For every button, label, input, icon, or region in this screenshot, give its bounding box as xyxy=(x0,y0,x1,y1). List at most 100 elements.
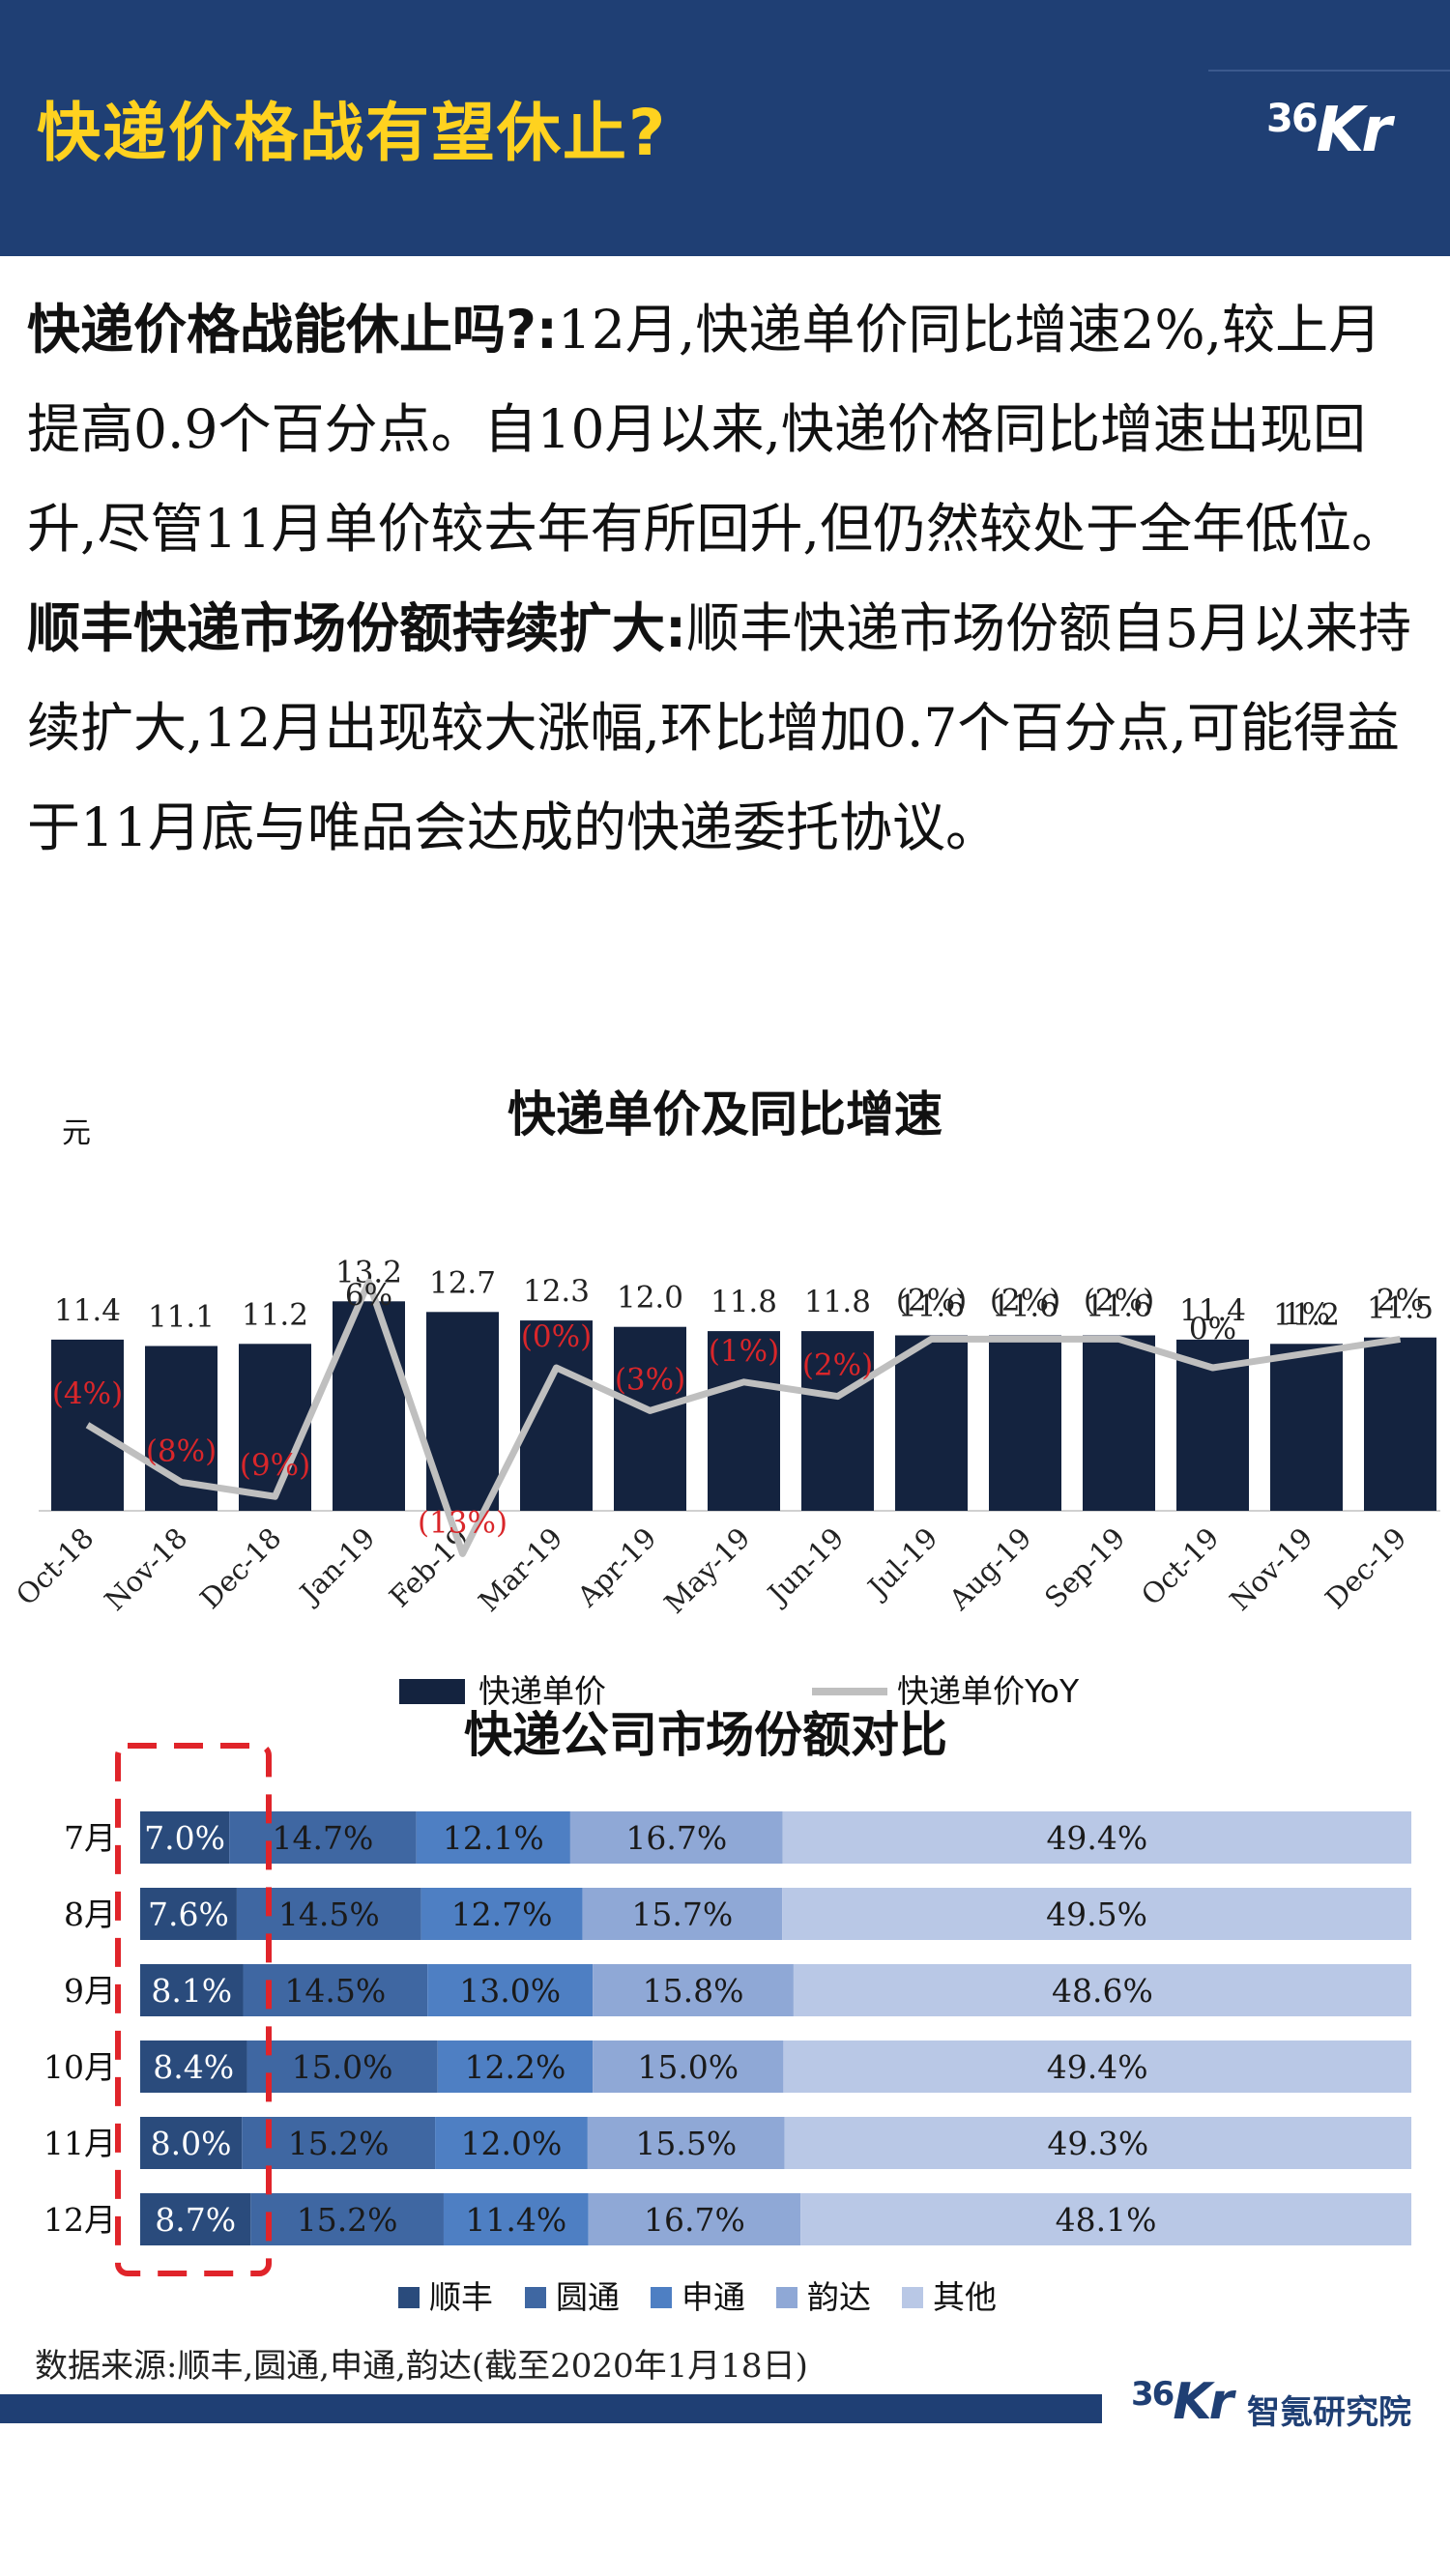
price-value-label: 11.6 xyxy=(898,1289,965,1324)
x-tick-label: Dec-18 xyxy=(193,1521,287,1615)
share-segment xyxy=(783,2041,1411,2093)
analysis-text: 快递价格战能休止吗?:12月,快递单价同比增速2%,较上月提高0.9个百分点。自… xyxy=(27,280,1429,878)
paragraph-lead: 快递价格战能休止吗?: xyxy=(27,299,558,361)
price-bar xyxy=(239,1344,311,1511)
x-tick-label: May-19 xyxy=(658,1521,757,1620)
share-segment xyxy=(782,1888,1411,1940)
share-segment xyxy=(443,2193,589,2245)
chart-title: 快递公司市场份额对比 xyxy=(464,1707,947,1763)
share-segment xyxy=(437,2041,594,2093)
paragraph-body: 12月,快递单价同比增速2%,较上月提高0.9个百分点。自10月以来,快递价格同… xyxy=(27,299,1405,560)
price-value-label: 11.6 xyxy=(1086,1289,1152,1324)
share-segment xyxy=(416,1811,570,1864)
chart-title: 快递单价及同比增速 xyxy=(508,1086,942,1143)
x-tick-label: Aug-19 xyxy=(942,1521,1038,1617)
yoy-label: (0%) xyxy=(521,1319,592,1354)
legend-swatch xyxy=(776,2287,798,2308)
row-label: 10月 xyxy=(44,2048,116,2086)
share-value-label: 14.7% xyxy=(272,1819,373,1857)
brand-logo-number: 36 xyxy=(1266,97,1319,141)
share-value-label: 49.3% xyxy=(1047,2125,1148,2162)
share-value-label: 15.2% xyxy=(288,2125,390,2162)
share-segment xyxy=(582,1888,783,1940)
price-value-label: 11.4 xyxy=(1179,1293,1246,1328)
share-segment xyxy=(246,2041,438,2093)
paragraph-lead: 顺丰快递市场份额持续扩大: xyxy=(27,597,686,659)
share-value-label: 7.0% xyxy=(144,1819,225,1857)
footer-logo-letters: Kr xyxy=(1173,2373,1233,2431)
share-value-label: 7.6% xyxy=(148,1896,229,1933)
legend-label: 圆通 xyxy=(556,2278,620,2316)
yoy-label: (2%) xyxy=(802,1348,873,1383)
x-tick-label: Apr-19 xyxy=(570,1521,663,1614)
share-value-label: 14.5% xyxy=(278,1896,380,1933)
x-tick-label: Jan-19 xyxy=(292,1521,382,1611)
yoy-label: (2%) xyxy=(896,1283,967,1317)
row-label: 9月 xyxy=(64,1972,116,2010)
share-value-label: 12.0% xyxy=(461,2125,563,2162)
share-value-label: 48.1% xyxy=(1056,2201,1157,2239)
highlight-box-sf xyxy=(115,1743,272,2276)
yoy-label: 1% xyxy=(1283,1297,1330,1332)
share-value-label: 16.7% xyxy=(644,2201,745,2239)
share-segment xyxy=(140,2041,247,2093)
share-segment xyxy=(793,1964,1411,2016)
share-value-label: 8.7% xyxy=(155,2201,236,2239)
share-segment xyxy=(427,1964,594,2016)
x-tick-label: Jul-19 xyxy=(859,1521,943,1606)
yoy-label: 0% xyxy=(1189,1312,1236,1346)
page-title: 快递价格战有望休止? xyxy=(37,96,668,170)
share-segment xyxy=(242,2117,436,2169)
share-value-label: 49.4% xyxy=(1046,1819,1147,1857)
share-value-label: 14.5% xyxy=(284,1972,386,2010)
share-segment xyxy=(140,2117,243,2169)
x-tick-label: Nov-18 xyxy=(99,1521,194,1617)
legend-swatch xyxy=(902,2287,923,2308)
x-tick-label: Oct-18 xyxy=(10,1521,101,1612)
share-value-label: 16.7% xyxy=(625,1819,727,1857)
price-value-label: 11.6 xyxy=(992,1289,1058,1324)
x-tick-label: Jun-19 xyxy=(760,1521,851,1612)
price-value-label: 11.5 xyxy=(1367,1291,1434,1326)
yoy-label: 6% xyxy=(345,1278,392,1313)
share-segment xyxy=(243,1964,428,2016)
price-bar xyxy=(1270,1344,1343,1511)
x-tick-label: Dec-19 xyxy=(1319,1521,1412,1615)
x-tick-label: Sep-19 xyxy=(1038,1521,1131,1614)
price-value-label: 12.3 xyxy=(523,1274,590,1309)
share-value-label: 15.5% xyxy=(635,2125,737,2162)
price-value-label: 11.2 xyxy=(242,1297,308,1332)
price-value-label: 11.8 xyxy=(710,1285,777,1319)
yoy-label: (9%) xyxy=(240,1448,310,1483)
paragraph-sf-share: 顺丰快递市场份额持续扩大:顺丰快递市场份额自5月以来持续扩大,12月出现较大涨幅… xyxy=(27,579,1429,878)
price-bar xyxy=(708,1331,780,1511)
price-value-label: 12.0 xyxy=(617,1281,683,1316)
paragraph-price-war: 快递价格战能休止吗?:12月,快递单价同比增速2%,较上月提高0.9个百分点。自… xyxy=(27,280,1429,579)
legend-label-price: 快递单价 xyxy=(478,1672,606,1710)
share-segment xyxy=(593,1964,794,2016)
share-value-label: 11.4% xyxy=(465,2201,566,2239)
share-value-label: 15.7% xyxy=(631,1896,733,1933)
share-value-label: 13.0% xyxy=(459,1972,561,2010)
share-value-label: 12.7% xyxy=(451,1896,553,1933)
share-segment xyxy=(229,1811,417,1864)
legend-label: 其他 xyxy=(933,2278,997,2316)
legend-label: 申通 xyxy=(682,2278,745,2316)
brand-logo: 36Kr xyxy=(1266,95,1392,166)
share-segment xyxy=(140,1964,244,2016)
share-segment xyxy=(250,2193,444,2245)
share-value-label: 12.2% xyxy=(465,2048,566,2086)
share-value-label: 8.1% xyxy=(151,1972,232,2010)
y-axis-unit-label: 元 xyxy=(62,1116,91,1150)
price-bar xyxy=(1364,1337,1436,1511)
share-value-label: 49.4% xyxy=(1047,2048,1148,2086)
row-label: 11月 xyxy=(44,2125,116,2162)
footer-logo: 36Kr xyxy=(1131,2373,1233,2431)
footer-org-name: 智氪研究院 xyxy=(1247,2393,1411,2432)
yoy-label: (1%) xyxy=(709,1334,779,1369)
share-segment xyxy=(569,1811,783,1864)
price-bar xyxy=(801,1331,874,1511)
footer-bar xyxy=(0,2394,1102,2423)
yoy-label: (13%) xyxy=(418,1505,508,1540)
